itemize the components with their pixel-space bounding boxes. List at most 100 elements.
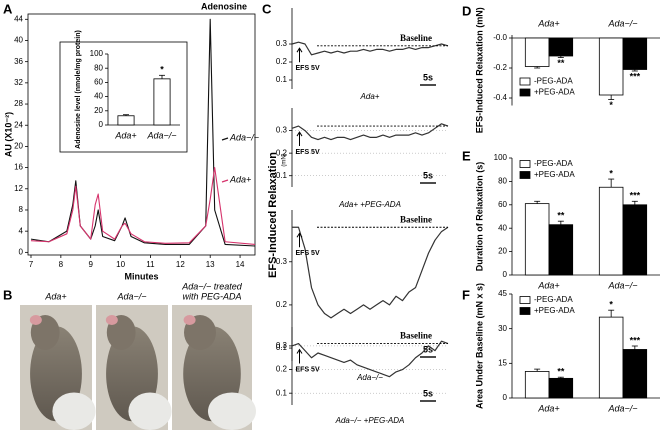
y-tick-label: 40 — [94, 92, 103, 101]
panel-label: A — [3, 1, 13, 16]
y-tick-label: 0.3 — [276, 341, 288, 350]
y-tick-label: 0.2 — [276, 300, 288, 309]
x-tick-label: Ada−/− — [607, 403, 637, 413]
y-tick-label: 0.3 — [276, 39, 288, 48]
y-tick-label: -0.2 — [493, 63, 507, 72]
photo-glove — [208, 392, 256, 430]
photo-ear — [29, 315, 42, 325]
y-tick-label: 4 — [19, 226, 24, 235]
bar — [598, 37, 624, 96]
y-axis-label: Area Under Baseline (mN x s) — [474, 283, 484, 409]
x-axis-label: Minutes — [124, 271, 158, 281]
y-tick-label: 0.1 — [276, 75, 288, 84]
bar — [524, 37, 550, 67]
stimulus-label: EFS 5V — [296, 149, 320, 156]
significance: * — [609, 300, 613, 310]
y-axis-label: (mN) — [282, 153, 288, 166]
significance: * — [160, 65, 164, 75]
x-tick-label: 14 — [236, 260, 245, 269]
stimulus-label: EFS 5V — [296, 366, 320, 373]
y-tick-label: 100 — [494, 153, 508, 162]
panel-label: E — [462, 148, 471, 163]
series-name: Ada−/− — [229, 132, 259, 142]
legend-swatch — [519, 160, 531, 168]
significance: ** — [557, 58, 565, 68]
y-tick-label: 15 — [498, 358, 507, 367]
x-tick-label: 13 — [206, 260, 215, 269]
trace-line — [291, 340, 449, 378]
y-tick-label: 0.2 — [276, 365, 288, 374]
scale-label: 5s — [423, 344, 433, 354]
scale-label: 5s — [423, 388, 433, 398]
bar — [117, 115, 135, 126]
y-tick-label: 36 — [14, 57, 23, 66]
bar — [524, 371, 550, 399]
photo-caption: Ada−/− treated — [181, 281, 243, 291]
bar — [622, 37, 648, 70]
legend-swatch — [519, 88, 531, 97]
series-line — [30, 167, 256, 245]
legend-swatch — [519, 171, 531, 179]
legend-label: -PEG-ADA — [534, 77, 573, 86]
y-tick-label: 40 — [498, 223, 507, 232]
y-tick-label: -0.0 — [493, 33, 507, 42]
baseline-label: Baseline — [400, 331, 432, 341]
y-tick-label: 40 — [14, 36, 23, 45]
photo-caption: with PEG-ADA — [182, 291, 241, 301]
y-tick-label: 45 — [498, 289, 507, 298]
y-tick-label: 20 — [498, 247, 507, 256]
significance: ** — [557, 367, 565, 377]
photo-ear — [105, 315, 118, 325]
y-tick-label: 0.1 — [276, 343, 288, 352]
stimulus-arrow — [296, 232, 303, 248]
x-tick-label: 7 — [29, 260, 34, 269]
x-tick-label: 12 — [176, 260, 185, 269]
y-tick-label: 0.1 — [276, 388, 288, 397]
baseline-label: Baseline — [400, 33, 432, 43]
trace-caption: Ada−/− +PEG-ADA — [335, 416, 405, 425]
legend-label: -PEG-ADA — [534, 159, 573, 168]
y-tick-label: 12 — [14, 184, 23, 193]
photo-caption: Ada−/− — [116, 291, 146, 301]
bar — [524, 203, 550, 276]
x-tick-label: 8 — [59, 260, 64, 269]
legend-swatch — [519, 77, 531, 86]
significance: *** — [630, 191, 641, 201]
x-tick-label: Ada−/− — [607, 280, 637, 290]
stimulus-label: EFS 5V — [296, 250, 320, 257]
legend-label: +PEG-ADA — [534, 88, 575, 97]
y-axis-label: AU (X10⁻²) — [3, 112, 13, 157]
panel-label: C — [262, 1, 272, 16]
trace-caption: Ada+ — [360, 92, 380, 101]
legend-label: +PEG-ADA — [534, 306, 575, 315]
scale-label: 5s — [423, 72, 433, 82]
trace-line — [291, 41, 449, 56]
y-tick-label: 32 — [14, 78, 23, 87]
y-tick-label: 60 — [498, 200, 507, 209]
x-tick-label: 9 — [88, 260, 93, 269]
panel-label: B — [3, 287, 12, 302]
legend-swatch — [519, 307, 531, 315]
y-tick-label: 100 — [90, 49, 104, 58]
bar — [622, 349, 648, 399]
trace-line — [292, 226, 449, 319]
y-tick-label: 8 — [19, 205, 24, 214]
y-tick-label: 16 — [14, 163, 23, 172]
y-tick-label: 80 — [94, 63, 103, 72]
significance: ** — [557, 211, 565, 221]
x-tick-label: Ada+ — [114, 130, 136, 140]
plot-frame — [27, 13, 256, 256]
photo-glove — [52, 392, 96, 430]
y-tick-label: 28 — [14, 99, 23, 108]
panel-label: D — [462, 3, 471, 18]
y-tick-label: 0.3 — [276, 126, 288, 135]
legend-label: +PEG-ADA — [534, 170, 575, 179]
bar — [598, 186, 624, 276]
y-tick-label: 20 — [94, 106, 103, 115]
trace-line — [291, 123, 449, 141]
significance: *** — [630, 335, 641, 345]
photo-ear — [183, 315, 196, 325]
y-tick-label: 44 — [14, 14, 23, 23]
y-tick-label: 0 — [99, 120, 104, 129]
y-tick-label: -0.4 — [493, 93, 507, 102]
